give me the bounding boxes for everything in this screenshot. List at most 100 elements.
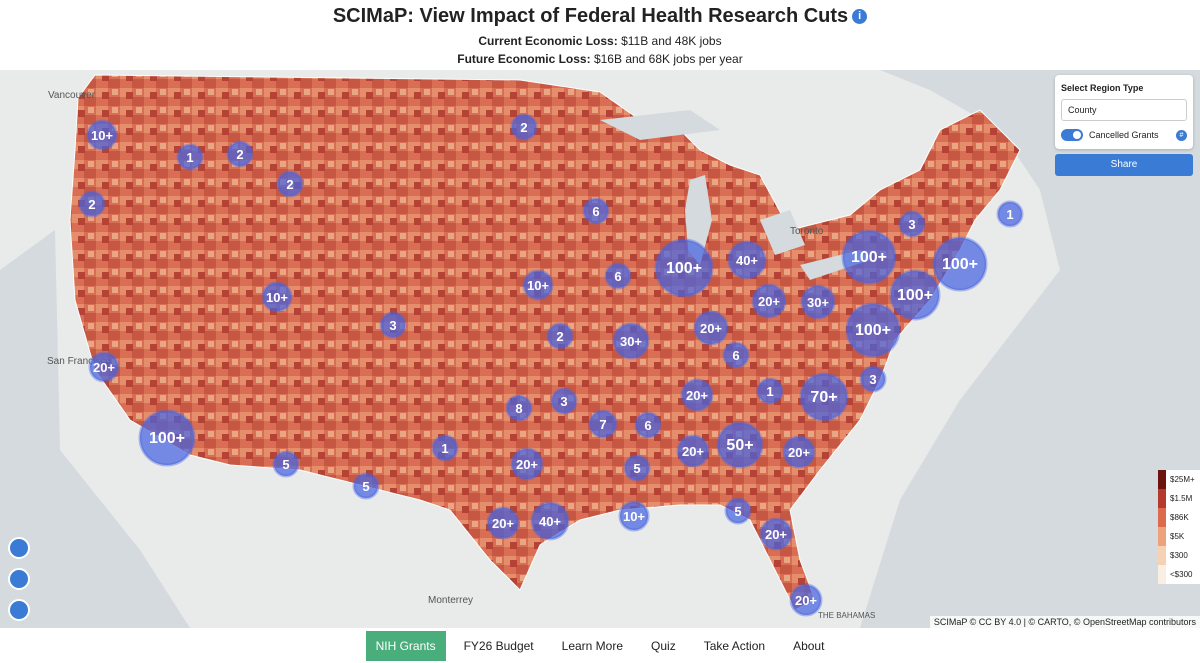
- cluster: [800, 284, 836, 320]
- cluster: [522, 269, 554, 301]
- lake: [600, 110, 720, 140]
- legend-label: $300: [1170, 551, 1188, 560]
- cluster: [510, 447, 544, 481]
- cluster: [604, 262, 632, 290]
- region-select[interactable]: County: [1061, 99, 1187, 121]
- toggle[interactable]: [1061, 129, 1083, 141]
- cluster: [782, 435, 816, 469]
- cluster: [88, 351, 120, 383]
- nav-item[interactable]: Take Action: [703, 638, 766, 653]
- cluster: [799, 372, 849, 422]
- cluster: [634, 411, 662, 439]
- cluster: [618, 500, 650, 532]
- share-button[interactable]: Share: [1055, 154, 1193, 176]
- legend-label: $5K: [1170, 532, 1185, 541]
- cluster-label: 100+: [851, 249, 887, 266]
- lake: [760, 210, 805, 255]
- cluster: [756, 377, 784, 405]
- cluster-label: 20+: [93, 360, 115, 375]
- cluster: [226, 140, 254, 168]
- cluster: [276, 170, 304, 198]
- cluster: [352, 472, 380, 500]
- legend-swatch: [1158, 489, 1166, 508]
- cluster-label: 10+: [91, 128, 113, 143]
- zoom-in-button[interactable]: [8, 568, 30, 590]
- legend-swatch: [1158, 565, 1166, 584]
- cluster: [272, 450, 300, 478]
- legend-label: $25M+: [1170, 475, 1195, 484]
- cluster-label: 5: [362, 479, 369, 494]
- cluster-label: 2: [286, 177, 293, 192]
- cluster-label: 40+: [736, 253, 758, 268]
- cluster-label: 100+: [897, 287, 933, 304]
- cluster: [759, 517, 793, 551]
- cluster: [680, 378, 714, 412]
- cluster-label: 1: [441, 441, 448, 456]
- cluster-label: 2: [520, 120, 527, 135]
- cluster: [138, 409, 196, 467]
- cluster: [505, 394, 533, 422]
- legend-row: $25M+: [1158, 470, 1200, 489]
- cluster: [530, 501, 570, 541]
- cluster-label: 1: [766, 384, 773, 399]
- legend-swatch: [1158, 470, 1166, 489]
- cluster-label: 20+: [700, 321, 722, 336]
- cluster-label: 40+: [539, 514, 561, 529]
- place-label: San Francisco: [47, 356, 111, 367]
- cluster-label: 5: [734, 504, 741, 519]
- control-panel: Select Region Type County Cancelled Gran…: [1055, 75, 1193, 149]
- nav-item[interactable]: About: [793, 638, 825, 653]
- cluster-label: 1: [1006, 207, 1013, 222]
- toggle-badge[interactable]: #: [1176, 129, 1187, 141]
- cluster: [78, 190, 106, 218]
- cluster-label: 2: [236, 147, 243, 162]
- legend-label: $1.5M: [1170, 494, 1193, 503]
- nav-item[interactable]: FY26 Budget: [463, 638, 534, 653]
- cluster-label: 6: [732, 348, 739, 363]
- loss-label: Current Economic Loss:: [478, 34, 618, 48]
- cluster-label: 6: [614, 269, 621, 284]
- cluster-label: 20+: [795, 593, 817, 608]
- future-loss: Future Economic Loss: $16B and 68K jobs …: [0, 52, 1200, 66]
- cluster-label: 5: [633, 461, 640, 476]
- nav-item[interactable]: Learn More: [561, 638, 624, 653]
- cluster-label: 20+: [686, 388, 708, 403]
- cluster-label: 100+: [149, 430, 185, 447]
- nav-item[interactable]: Quiz: [651, 638, 676, 653]
- title-text: SCIMaP: View Impact of Federal Health Re…: [332, 5, 849, 27]
- legend-row: $1.5M: [1158, 489, 1200, 508]
- cluster-label: 100+: [855, 322, 891, 339]
- locate-button[interactable]: [8, 537, 30, 559]
- cluster-label: 70+: [810, 389, 837, 406]
- place-label: Monterrey: [428, 595, 473, 606]
- cluster: [932, 236, 988, 292]
- legend: $25M+ $1.5M $86K $5K $300 <$300: [1158, 470, 1200, 584]
- cluster-label: 20+: [765, 527, 787, 542]
- cluster: [676, 434, 710, 468]
- cluster: [654, 238, 714, 298]
- info-icon[interactable]: i: [852, 9, 868, 24]
- cluster: [588, 409, 618, 439]
- cluster-label: 3: [869, 372, 876, 387]
- cluster-label: 3: [389, 318, 396, 333]
- nav-item[interactable]: NIH Grants: [365, 630, 446, 661]
- cluster-label: 3: [908, 217, 915, 232]
- cluster: [431, 434, 459, 462]
- place-label: Vancouver: [48, 90, 96, 101]
- title: SCIMaP: View Impact of Federal Health Re…: [0, 5, 1200, 28]
- cluster: [379, 311, 407, 339]
- cluster: [996, 200, 1024, 228]
- cluster-label: 30+: [807, 295, 829, 310]
- choropleth: [69, 74, 1021, 611]
- zoom-out-button[interactable]: [8, 599, 30, 621]
- map[interactable]: Vancouver San Francisco Toronto Monterrey TH…: [0, 70, 1200, 628]
- cluster: [486, 506, 520, 540]
- cluster-label: 7: [599, 417, 606, 432]
- legend-row: $5K: [1158, 527, 1200, 546]
- legend-label: $86K: [1170, 513, 1189, 522]
- legend-row: $300: [1158, 546, 1200, 565]
- nav-bar: NIH Grants FY26 Budget Learn More Quiz Take …: [0, 628, 1200, 663]
- cluster-label: 100+: [942, 256, 978, 273]
- loss-value: $11B and 48K jobs: [621, 34, 722, 48]
